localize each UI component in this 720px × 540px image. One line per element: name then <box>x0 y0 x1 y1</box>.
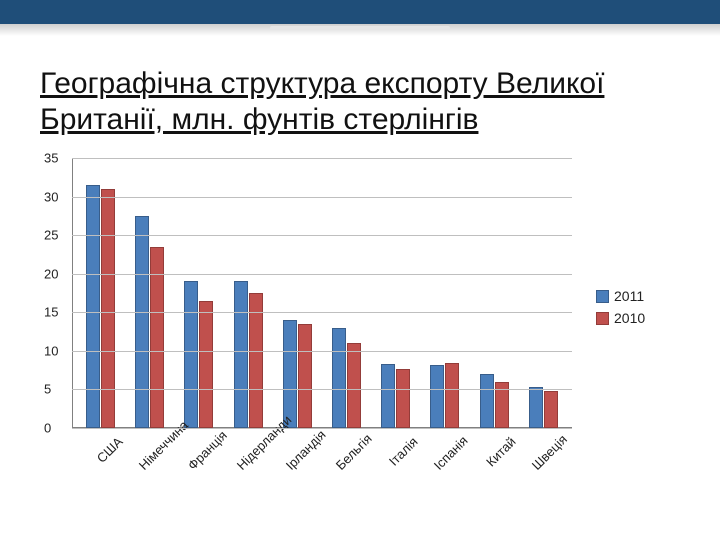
y-tick-label: 25 <box>44 228 58 243</box>
bar <box>347 343 361 428</box>
bar <box>86 185 100 428</box>
bar-group <box>474 374 514 428</box>
top-banner <box>0 0 720 36</box>
chart-plot-area: СШАНімеччинаФранціяНідерландиІрландіяБел… <box>72 158 572 428</box>
y-tick-label: 0 <box>44 421 51 436</box>
gridline <box>72 235 572 236</box>
bar <box>480 374 494 428</box>
top-shadow-band <box>0 24 720 36</box>
bar <box>199 301 213 428</box>
y-tick-label: 15 <box>44 305 58 320</box>
bar <box>529 387 543 428</box>
bar-group <box>81 185 121 428</box>
y-tick-label: 30 <box>44 189 58 204</box>
legend-label: 2010 <box>614 310 645 326</box>
bar <box>135 216 149 428</box>
gridline <box>72 197 572 198</box>
top-dark-band <box>0 0 720 24</box>
bar <box>544 391 558 428</box>
y-tick-label: 20 <box>44 266 58 281</box>
y-tick-label: 35 <box>44 151 58 166</box>
gridline <box>72 312 572 313</box>
bar <box>381 364 395 428</box>
gridline <box>72 428 572 429</box>
bar <box>184 281 198 428</box>
bar <box>101 189 115 428</box>
content-area: Географічна структура експорту Великої Б… <box>0 36 720 448</box>
bar-group <box>130 216 170 428</box>
bar-group <box>327 328 367 428</box>
chart-title: Географічна структура експорту Великої Б… <box>40 66 680 138</box>
bar-group <box>523 387 563 428</box>
legend-label: 2011 <box>614 288 644 304</box>
bar <box>445 363 459 428</box>
bar <box>396 369 410 428</box>
legend-swatch <box>596 290 609 303</box>
bar-group <box>425 363 465 428</box>
gridline <box>72 274 572 275</box>
gridline <box>72 351 572 352</box>
legend-item: 2010 <box>596 310 645 326</box>
bar-group <box>376 364 416 428</box>
legend-item: 2011 <box>596 288 645 304</box>
gridline <box>72 158 572 159</box>
y-tick-label: 10 <box>44 343 58 358</box>
bar <box>298 324 312 428</box>
bar <box>332 328 346 428</box>
gridline <box>72 389 572 390</box>
bar <box>430 365 444 428</box>
x-axis-labels: СШАНімеччинаФранціяНідерландиІрландіяБел… <box>72 428 572 538</box>
bar-group <box>179 281 219 428</box>
bar <box>234 281 248 428</box>
legend-swatch <box>596 312 609 325</box>
bar-groups <box>72 158 572 428</box>
chart-wrap: СШАНімеччинаФранціяНідерландиІрландіяБел… <box>40 158 680 428</box>
y-tick-label: 5 <box>44 382 51 397</box>
bar-group <box>228 281 268 428</box>
legend: 2011 2010 <box>596 288 645 332</box>
bar <box>283 320 297 428</box>
